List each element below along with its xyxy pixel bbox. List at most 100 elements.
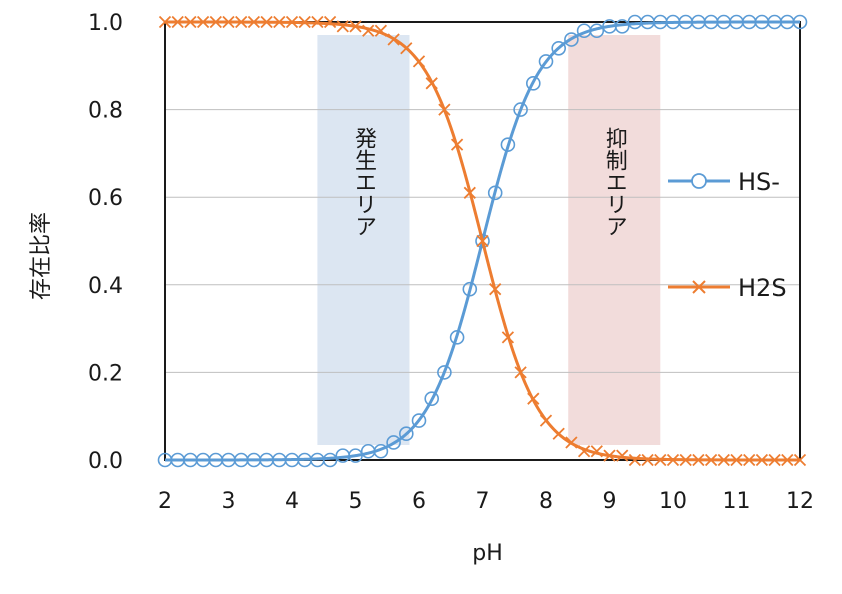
data-point: [298, 15, 311, 29]
x-tick-label: 11: [723, 489, 751, 514]
series-h2s: [158, 15, 807, 467]
legend-marker: [691, 173, 707, 189]
band-labels: 発生エリア 抑制エリア: [351, 127, 628, 237]
data-point: [373, 443, 389, 459]
gridlines: [165, 109, 800, 373]
data-point: [386, 435, 401, 450]
y-tick-labels: 0.0 0.2 0.4 0.6 0.8 1.0: [88, 11, 123, 474]
data-point: [285, 15, 299, 29]
data-point: [577, 445, 591, 458]
y-tick-label: 0.0: [88, 449, 123, 474]
data-point: [349, 20, 362, 33]
data-point: [565, 436, 578, 449]
data-point: [273, 15, 286, 29]
data-point: [437, 365, 452, 380]
data-point: [235, 15, 248, 29]
data-point: [323, 15, 337, 29]
data-point: [450, 138, 464, 151]
data-point: [792, 14, 808, 30]
x-tick-label: 5: [349, 489, 363, 514]
data-point: [679, 453, 692, 467]
data-point: [513, 102, 528, 117]
legend-label: HS-: [738, 168, 780, 196]
y-tick-label: 0.4: [88, 274, 123, 299]
band-2: [568, 35, 661, 445]
data-point: [400, 42, 413, 55]
x-tick-label: 3: [222, 489, 236, 514]
data-point: [793, 453, 807, 467]
data-point: [311, 15, 324, 29]
data-point: [641, 453, 654, 467]
data-point: [158, 15, 172, 29]
data-point: [552, 427, 565, 440]
legend: HS- H2S: [668, 168, 787, 302]
data-point: [781, 453, 794, 467]
data-point: [527, 392, 540, 405]
data-point: [449, 330, 465, 345]
data-point: [387, 33, 400, 46]
data-point: [603, 449, 616, 462]
x-tick-label: 7: [476, 489, 490, 514]
x-tick-label: 2: [158, 489, 172, 514]
data-point: [514, 366, 527, 379]
data-point: [196, 15, 210, 29]
legend-label: H2S: [738, 274, 787, 302]
data-point: [628, 453, 642, 467]
data-point: [222, 15, 235, 29]
data-point: [487, 185, 503, 201]
data-point: [171, 15, 184, 29]
x-tick-label: 12: [786, 489, 814, 514]
x-tick-label: 10: [659, 489, 687, 514]
x-tick-label: 8: [539, 489, 553, 514]
data-point: [704, 453, 718, 467]
data-point: [362, 24, 375, 37]
data-point: [755, 453, 769, 467]
data-point: [525, 76, 541, 91]
x-tick-label: 4: [285, 489, 299, 514]
data-point: [438, 103, 451, 116]
data-point: [463, 186, 476, 199]
y-axis-title: 存在比率: [29, 212, 54, 300]
data-point: [209, 15, 222, 29]
data-point: [692, 453, 705, 467]
data-point: [489, 283, 502, 296]
series-layer: [157, 14, 808, 468]
data-point: [476, 234, 489, 248]
data-point: [616, 449, 629, 462]
legend-item: HS-: [668, 168, 780, 196]
data-point: [590, 445, 603, 458]
band-label-2: 抑制エリア: [602, 127, 628, 237]
area-bands: [317, 35, 661, 445]
band-label-1: 発生エリア: [351, 127, 377, 237]
data-point: [398, 426, 414, 442]
legend-marker: [692, 280, 706, 294]
data-point: [589, 23, 605, 39]
y-tick-label: 0.2: [88, 361, 123, 386]
band-1: [317, 35, 410, 445]
data-point: [564, 32, 579, 47]
data-point: [501, 331, 515, 344]
data-point: [260, 15, 273, 29]
x-axis-title: pH: [472, 541, 503, 566]
data-point: [336, 20, 349, 33]
y-tick-label: 0.8: [88, 99, 123, 124]
data-point: [614, 19, 630, 34]
data-point: [412, 55, 426, 68]
data-point: [768, 453, 781, 467]
data-point: [247, 15, 261, 29]
data-point: [424, 391, 440, 406]
x-tick-label: 9: [603, 489, 617, 514]
data-point: [539, 414, 553, 427]
data-point: [425, 77, 438, 90]
data-point: [475, 233, 490, 249]
data-point: [538, 54, 554, 69]
data-point: [348, 448, 363, 463]
x-tick-label: 6: [412, 489, 426, 514]
data-point: [374, 24, 388, 37]
data-point: [743, 453, 756, 467]
y-tick-label: 0.6: [88, 186, 123, 211]
data-point: [322, 452, 338, 468]
y-tick-label: 1.0: [88, 11, 123, 36]
data-point: [730, 453, 743, 467]
